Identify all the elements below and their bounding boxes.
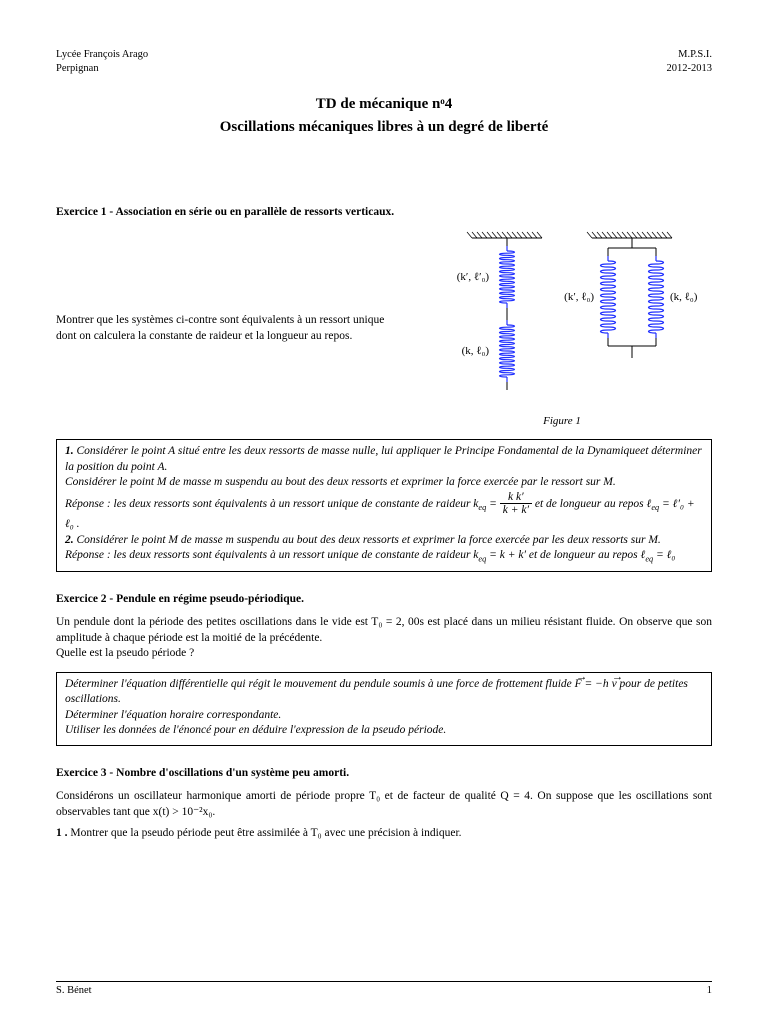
hint-2-answer-a: Réponse : les deux ressorts sont équival… — [65, 549, 478, 561]
frac-num: k k′ — [500, 491, 532, 505]
ex1-row: Montrer que les systèmes ci-contre sont … — [56, 228, 712, 429]
ex2-hint-l2: Déterminer l'équation horaire correspond… — [65, 709, 281, 721]
hint-label-1: 1. — [65, 445, 74, 457]
ex3-q1: 1 . Montrer que la pseudo période peut ê… — [56, 826, 712, 842]
hint-1-answer-b: et de longueur au repos ℓ — [535, 498, 651, 510]
doc-title: TD de mécanique nᵒ4 — [56, 94, 712, 114]
figure-1: (k′, ℓ′₀) (k, ℓ₀) (k′, ℓ₀) (k, ℓ₀) Figure 1 — [412, 228, 712, 429]
eq-sign: = — [486, 498, 500, 510]
header-year: 2012-2013 — [667, 63, 713, 74]
ex2-hint-l3: Utiliser les données de l'énoncé pour en… — [65, 724, 446, 736]
header-city: Perpignan — [56, 63, 99, 74]
ex2-heading: Exercice 2 - Pendule en régime pseudo-pé… — [56, 592, 712, 608]
hint-1-text: Considérer le point A situé entre les de… — [65, 445, 702, 473]
header-right: M.P.S.I. 2012-2013 — [667, 48, 713, 76]
sub-eq2: eq — [651, 503, 659, 512]
svg-text:(k, ℓ₀): (k, ℓ₀) — [670, 291, 698, 303]
footer-page: 1 — [707, 984, 712, 998]
hint-2-answer-c: = ℓ₀ — [653, 549, 675, 561]
figure-caption: Figure 1 — [412, 414, 712, 429]
ex3-heading: Exercice 3 - Nombre d'oscillations d'un … — [56, 766, 712, 782]
page-footer: S. Bénet 1 — [56, 981, 712, 998]
sub-eq4: eq — [645, 554, 653, 563]
footer-author: S. Bénet — [56, 984, 92, 998]
page-header: Lycée François Arago Perpignan M.P.S.I. … — [56, 48, 712, 76]
fraction: k k′ k + k′ — [500, 491, 532, 517]
ex3-q1-num: 1 . — [56, 827, 68, 839]
header-program: M.P.S.I. — [678, 49, 712, 60]
ex3-q1-text: Montrer que la pseudo période peut être … — [70, 827, 461, 839]
hint-label-2: 2. — [65, 534, 74, 546]
svg-text:(k′, ℓ′₀): (k′, ℓ′₀) — [457, 271, 490, 283]
ex1-body: Montrer que les systèmes ci-contre sont … — [56, 313, 404, 344]
hint-2-text: Considérer le point M de masse m suspend… — [77, 534, 661, 546]
hint-2-answer-b: = k + k′ et de longueur au repos ℓ — [486, 549, 645, 561]
ex2-hint-box: Déterminer l'équation différentielle qui… — [56, 672, 712, 746]
hint-1-p2: Considérer le point M de masse m suspend… — [65, 476, 616, 488]
header-school: Lycée François Arago — [56, 49, 148, 60]
ex1-heading: Exercice 1 - Association en série ou en … — [56, 205, 712, 221]
ex2-p2: Quelle est la pseudo période ? — [56, 646, 712, 662]
svg-text:(k, ℓ₀): (k, ℓ₀) — [462, 345, 490, 357]
page: Lycée François Arago Perpignan M.P.S.I. … — [0, 0, 768, 1024]
ex1-hint-box: 1. Considérer le point A situé entre les… — [56, 439, 712, 571]
springs-diagram: (k′, ℓ′₀) (k, ℓ₀) (k′, ℓ₀) (k, ℓ₀) — [412, 228, 712, 408]
hint-1-answer-a: Réponse : les deux ressorts sont équival… — [65, 498, 478, 510]
header-left: Lycée François Arago Perpignan — [56, 48, 148, 76]
force-eq: →F = −h →v — [575, 678, 617, 690]
ex2-hint-l1a: Déterminer l'équation différentielle qui… — [65, 678, 575, 690]
ex2-p1: Un pendule dont la période des petites o… — [56, 615, 712, 646]
doc-subtitle: Oscillations mécaniques libres à un degr… — [56, 117, 712, 137]
svg-text:(k′, ℓ₀): (k′, ℓ₀) — [564, 291, 594, 303]
frac-den: k + k′ — [500, 504, 532, 517]
ex3-p1: Considérons un oscillateur harmonique am… — [56, 789, 712, 820]
